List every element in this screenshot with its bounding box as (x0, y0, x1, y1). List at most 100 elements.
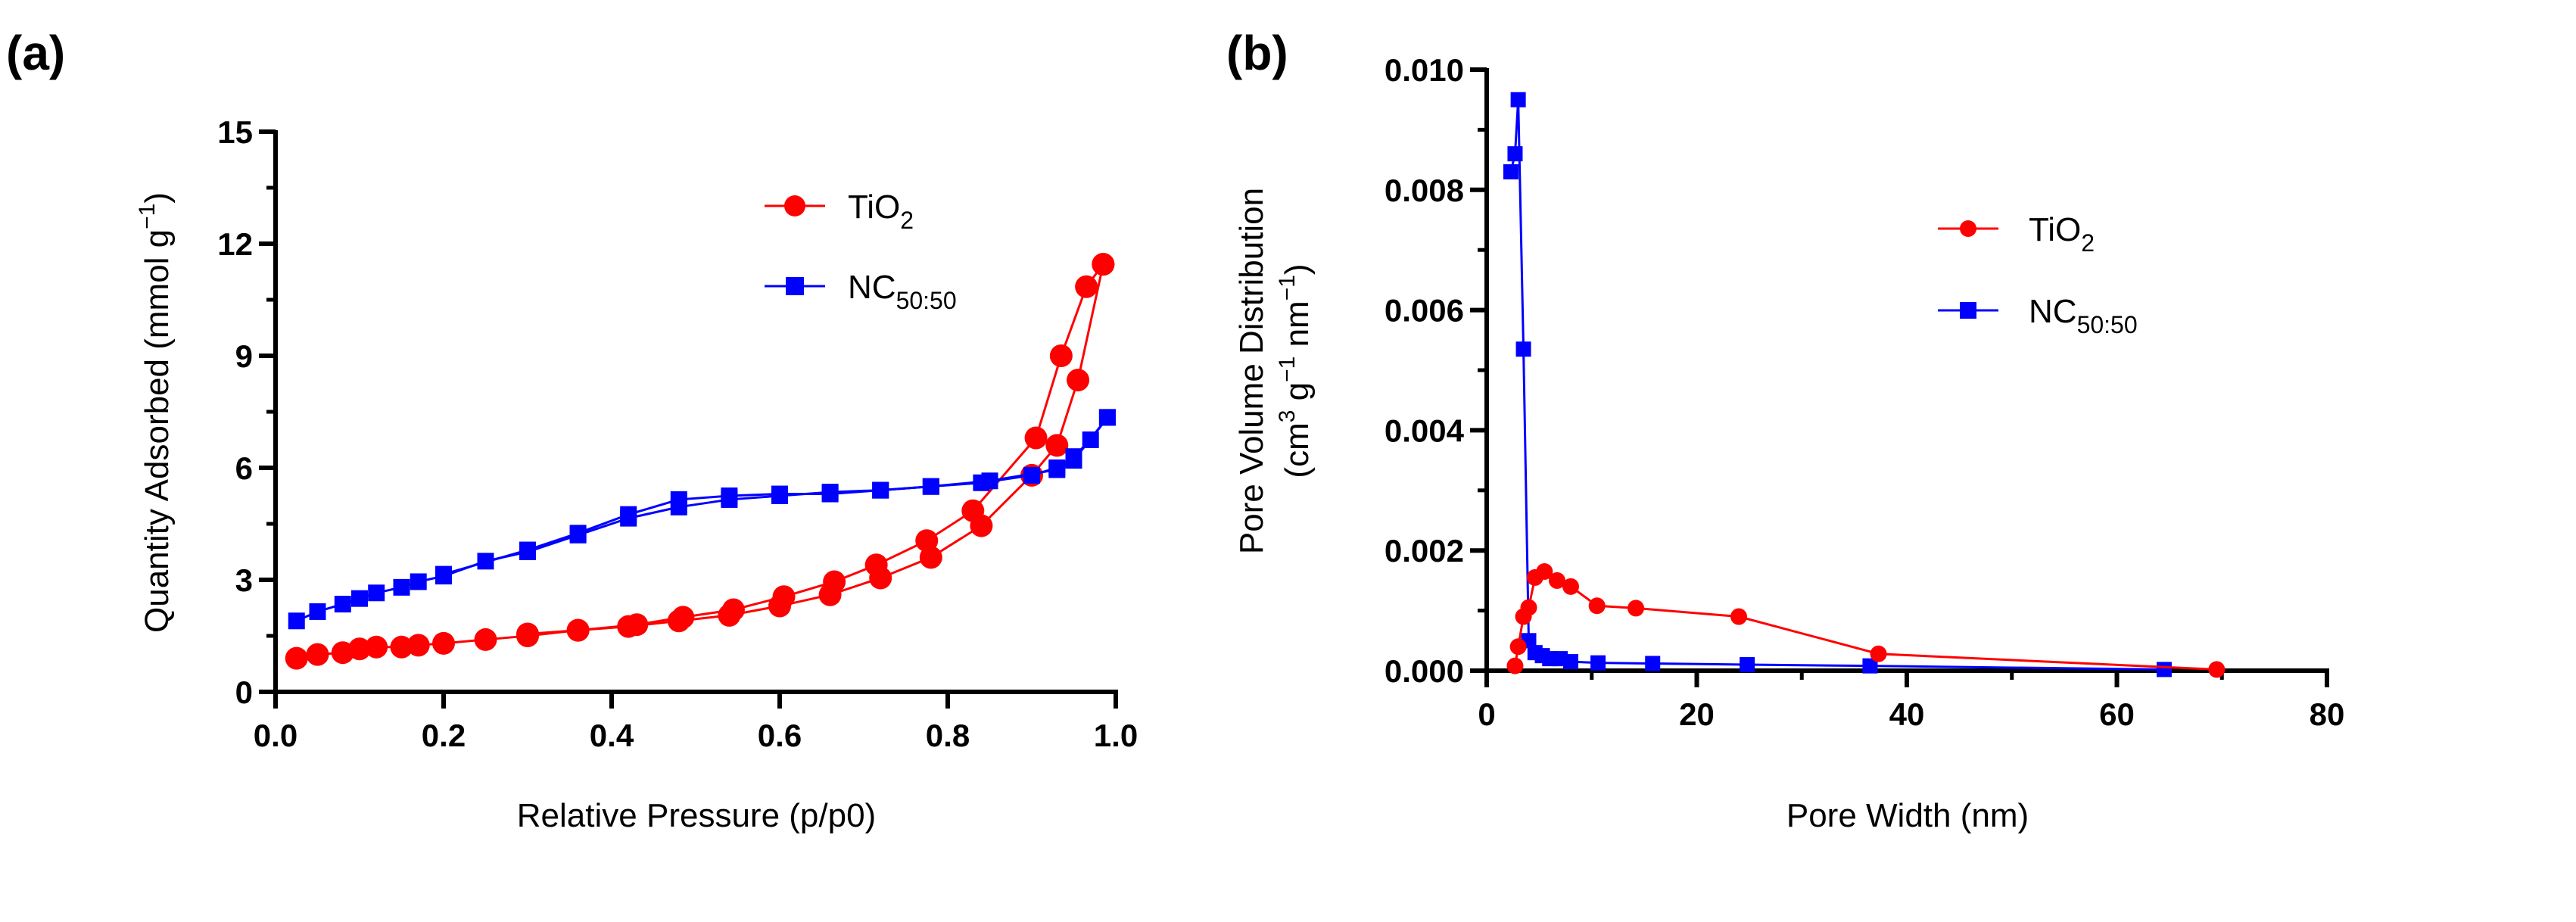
tio2-point (1536, 562, 1553, 580)
panel-a-label: (a) (6, 26, 65, 80)
tio2-point (1548, 572, 1565, 589)
tio2-adsorption-line (296, 263, 1104, 660)
y-tick-label: 0.010 (1385, 52, 1464, 88)
legend-item-nc: NC50:50 (765, 269, 957, 314)
nc-adsorption-point (1082, 431, 1099, 448)
tio2-desorption-point (1024, 426, 1048, 450)
legend-label-tio2: TiO2 (848, 188, 914, 234)
tio2-adsorption-point (1067, 369, 1090, 392)
nc-adsorption-point (1023, 466, 1040, 484)
tio2-adsorption-point (718, 603, 741, 627)
nc-point (1503, 164, 1519, 179)
tio2-desorption-point (1049, 344, 1073, 367)
y-tick-label: 3 (235, 562, 253, 598)
nc-adsorption-point (410, 573, 427, 590)
tio2-adsorption-point (474, 628, 497, 651)
tio2-adsorption-point (306, 643, 329, 666)
nc-adsorption-point (334, 596, 351, 613)
panel-a-legend: TiO2 NC50:50 (765, 188, 957, 314)
nc-adsorption-point (670, 498, 687, 516)
tio2-point (1509, 638, 1527, 656)
tio2-point (1730, 608, 1747, 625)
tio2-desorption-line (527, 263, 1104, 636)
x-tick-label: 60 (2099, 696, 2135, 732)
panel-b-label: (b) (1226, 26, 1288, 80)
x-tick-label: 1.0 (1094, 718, 1138, 753)
x-tick-label: 0.0 (254, 718, 297, 753)
nc-adsorption-point (393, 578, 410, 596)
x-tick-label: 80 (2310, 696, 2345, 732)
tio2-adsorption-point (970, 514, 993, 537)
nc-adsorption-point (973, 474, 990, 491)
tio2-adsorption-point (406, 634, 430, 657)
legend-marker-circle-icon (1960, 220, 1976, 237)
legend-label-tio2: TiO2 (2029, 211, 2095, 257)
tio2-adsorption-point (432, 631, 455, 655)
tio2-adsorption-point (516, 625, 539, 647)
panel-b-legend: TiO2 NC50:50 (1938, 211, 2138, 338)
tio2-point (1506, 657, 1524, 674)
y-tick-label: 0.004 (1385, 413, 1465, 448)
legend-marker-square-icon (786, 277, 804, 295)
tio2-adsorption-point (617, 615, 640, 638)
nc-adsorption-point (1048, 459, 1066, 476)
y-tick-label: 0.002 (1385, 533, 1464, 568)
tio2-adsorption-point (768, 594, 791, 618)
nc-point (1563, 654, 1578, 670)
y-tick-label: 9 (235, 338, 253, 374)
nc-adsorption-point (368, 584, 385, 602)
x-tick-label: 0.2 (422, 718, 466, 753)
nc-point (1740, 657, 1755, 673)
nc-adsorption-point (721, 491, 738, 508)
y-tick-label: 15 (217, 114, 253, 150)
nc-adsorption-point (477, 553, 494, 570)
tio2-point (1628, 600, 1645, 617)
y-tick-label: 0.006 (1385, 293, 1464, 329)
panel-b-data (1503, 92, 2226, 678)
tio2-adsorption-point (1092, 253, 1115, 276)
tio2-point (1520, 599, 1537, 616)
x-tick-label: 40 (1889, 696, 1925, 732)
panel-b-x-axis-title: Pore Width (nm) (1786, 797, 2029, 834)
tio2-adsorption-point (818, 583, 842, 606)
nc-line (1509, 99, 2164, 671)
nc-point (1590, 655, 1606, 671)
panel-b-axes: 0.000 0.002 0.004 0.006 0.008 0.010 0 20 40 60 80 (1385, 52, 2344, 732)
x-tick-label: 20 (1679, 696, 1715, 732)
legend-item-tio2: TiO2 (765, 188, 914, 234)
nc-adsorption-point (309, 603, 326, 620)
panel-a-x-axis-title: Relative Pressure (p/p0) (517, 797, 876, 834)
panel-b-y-axis-title-line2: (cm3 g−1 nm−1) (1275, 263, 1316, 478)
tio2-adsorption-point (919, 546, 942, 569)
tio2-adsorption-point (667, 609, 690, 633)
nc-adsorption-point (435, 568, 452, 585)
panel-b-y-axis-title-line1: Pore Volume Distribution (1233, 188, 1270, 554)
nc-point (2156, 662, 2172, 677)
y-tick-label: 6 (235, 450, 253, 486)
legend-marker-circle-icon (784, 195, 805, 216)
legend-item-tio2: TiO2 (1938, 211, 2095, 257)
x-tick-label: 0.4 (590, 718, 634, 753)
x-tick-label: 0.8 (926, 718, 970, 753)
y-tick-label: 0.000 (1385, 653, 1464, 689)
nc-adsorption-point (519, 544, 536, 560)
y-tick-label: 0.008 (1385, 173, 1464, 208)
tio2-point (1562, 578, 1579, 595)
nc-adsorption-point (872, 481, 889, 499)
x-tick-label: 0 (1478, 696, 1495, 732)
nc-point (1515, 341, 1531, 357)
tio2-point (2208, 661, 2226, 678)
legend-marker-square-icon (1960, 302, 1976, 319)
legend-item-nc: NC50:50 (1938, 293, 2138, 338)
panel-a-data (285, 253, 1116, 670)
nc-point (1645, 656, 1661, 671)
nc-adsorption-point (821, 484, 839, 501)
nc-adsorption-point (569, 526, 587, 544)
panel-a-y-axis-title: Quantity Adsorbed (mmol g−1) (135, 192, 176, 633)
legend-label-nc: NC50:50 (2029, 293, 2138, 338)
x-tick-label: 0.6 (758, 718, 802, 753)
tio2-adsorption-point (869, 566, 892, 590)
nc-adsorption-point (1098, 409, 1116, 426)
panel-a: (a) 0 3 6 9 12 15 0.0 0.2 0.4 0.6 0.8 1.0 Relative … (6, 26, 1138, 834)
